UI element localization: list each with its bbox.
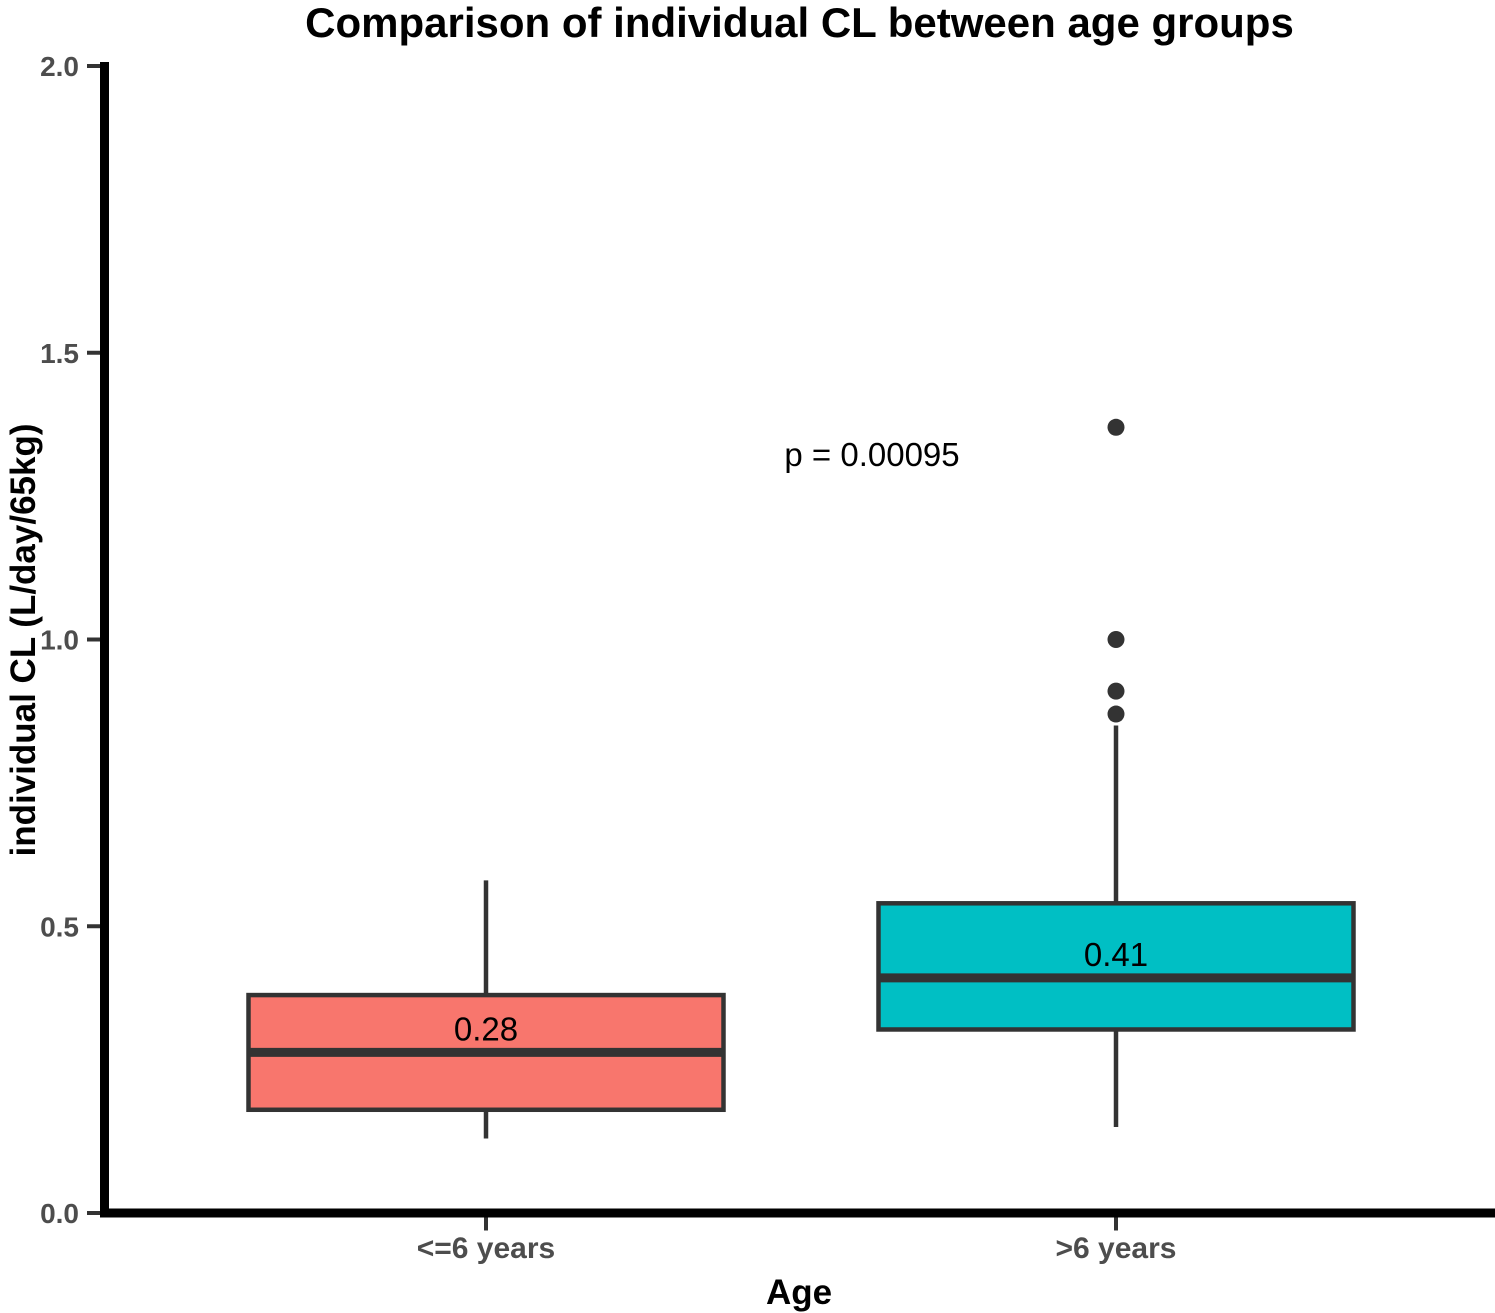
outlier-point (1107, 705, 1125, 723)
y-axis-tick-label: 1.5 (40, 338, 79, 369)
box-iqr (876, 901, 1356, 1032)
y-axis-tick-label: 2.0 (40, 51, 79, 82)
x-axis-title: Age (765, 1273, 833, 1312)
x-axis-tick-label: <=6 years (417, 1232, 555, 1265)
median-value-label: 0.41 (1084, 936, 1148, 973)
y-axis-tick-label: 0.0 (40, 1198, 79, 1229)
outlier-point (1107, 418, 1125, 436)
x-axis-tick-label: >6 years (1056, 1232, 1177, 1265)
outlier-point (1107, 682, 1125, 700)
p-value-annotation: p = 0.00095 (784, 436, 960, 473)
outlier-point (1107, 631, 1125, 648)
y-axis-tick-label: 0.5 (40, 911, 79, 942)
y-axis-tick-label: 1.0 (40, 625, 79, 656)
chart-title: Comparison of individual CL between age … (305, 0, 1294, 46)
median-value-label: 0.28 (454, 1010, 518, 1047)
